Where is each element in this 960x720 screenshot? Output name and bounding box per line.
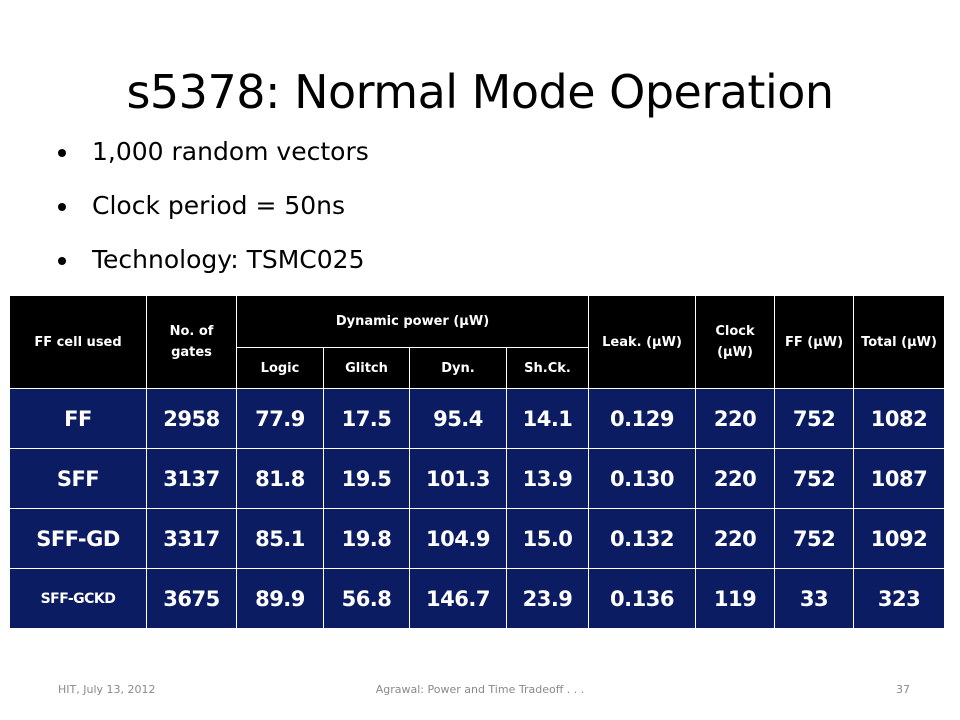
cell-total: 1087 bbox=[853, 448, 946, 509]
header-ff: FF (µW) bbox=[774, 295, 855, 389]
cell-clock: 220 bbox=[695, 388, 776, 449]
table-row: FF 2958 77.9 17.5 95.4 14.1 0.129 220 75… bbox=[9, 388, 946, 449]
bullet-item: 1,000 random vectors bbox=[58, 138, 369, 165]
cell-total: 1082 bbox=[853, 388, 946, 449]
bullet-text: 1,000 random vectors bbox=[92, 137, 369, 166]
cell-dyn: 95.4 bbox=[409, 388, 507, 449]
cell-leak: 0.129 bbox=[588, 388, 697, 449]
cell-shck: 13.9 bbox=[505, 448, 590, 509]
header-total: Total (µW) bbox=[853, 295, 946, 389]
cell-gates: 2958 bbox=[146, 388, 237, 449]
power-table: FF cell used No. of gates Dynamic power … bbox=[9, 295, 946, 629]
slide-title: s5378: Normal Mode Operation bbox=[126, 65, 834, 119]
cell-logic: 81.8 bbox=[236, 448, 324, 509]
bullet-dot-icon bbox=[58, 257, 66, 265]
header-gates: No. of gates bbox=[146, 295, 237, 389]
cell-glitch: 19.8 bbox=[323, 508, 410, 569]
cell-ff-cell: SFF bbox=[9, 448, 147, 509]
cell-leak: 0.136 bbox=[588, 568, 697, 629]
header-shck: Sh.Ck. bbox=[505, 347, 590, 389]
cell-ff: 752 bbox=[774, 448, 855, 509]
cell-clock: 119 bbox=[695, 568, 776, 629]
cell-ff: 752 bbox=[774, 388, 855, 449]
footer-date: HIT, July 13, 2012 bbox=[58, 683, 156, 696]
header-ff-cell: FF cell used bbox=[9, 295, 147, 389]
cell-gates: 3675 bbox=[146, 568, 237, 629]
cell-shck: 23.9 bbox=[505, 568, 590, 629]
cell-glitch: 17.5 bbox=[323, 388, 410, 449]
table-row: SFF-GD 3317 85.1 19.8 104.9 15.0 0.132 2… bbox=[9, 508, 946, 569]
bullet-dot-icon bbox=[58, 203, 66, 211]
cell-leak: 0.130 bbox=[588, 448, 697, 509]
bullet-item: Clock period = 50ns bbox=[58, 192, 369, 219]
cell-ff-cell: SFF-GCKD bbox=[9, 568, 147, 629]
cell-logic: 89.9 bbox=[236, 568, 324, 629]
bullet-list: 1,000 random vectors Clock period = 50ns… bbox=[58, 138, 369, 300]
header-dyn: Dyn. bbox=[409, 347, 507, 389]
bullet-text: Technology: TSMC025 bbox=[92, 245, 365, 274]
cell-leak: 0.132 bbox=[588, 508, 697, 569]
cell-shck: 14.1 bbox=[505, 388, 590, 449]
header-glitch: Glitch bbox=[323, 347, 410, 389]
cell-gates: 3317 bbox=[146, 508, 237, 569]
cell-clock: 220 bbox=[695, 508, 776, 569]
cell-total: 323 bbox=[853, 568, 946, 629]
cell-gates: 3137 bbox=[146, 448, 237, 509]
cell-glitch: 56.8 bbox=[323, 568, 410, 629]
table-row: SFF-GCKD 3675 89.9 56.8 146.7 23.9 0.136… bbox=[9, 568, 946, 629]
cell-dyn: 104.9 bbox=[409, 508, 507, 569]
cell-shck: 15.0 bbox=[505, 508, 590, 569]
cell-glitch: 19.5 bbox=[323, 448, 410, 509]
cell-dyn: 101.3 bbox=[409, 448, 507, 509]
cell-ff: 752 bbox=[774, 508, 855, 569]
bullet-dot-icon bbox=[58, 149, 66, 157]
bullet-item: Technology: TSMC025 bbox=[58, 246, 369, 273]
cell-clock: 220 bbox=[695, 448, 776, 509]
bullet-text: Clock period = 50ns bbox=[92, 191, 346, 220]
cell-logic: 77.9 bbox=[236, 388, 324, 449]
cell-ff-cell: FF bbox=[9, 388, 147, 449]
cell-ff-cell: SFF-GD bbox=[9, 508, 147, 569]
cell-ff: 33 bbox=[774, 568, 855, 629]
page-number: 37 bbox=[896, 683, 910, 696]
header-leak: Leak. (µW) bbox=[588, 295, 697, 389]
header-clock: Clock (µW) bbox=[695, 295, 776, 389]
footer-title: Agrawal: Power and Time Tradeoff . . . bbox=[375, 683, 585, 696]
table-row: SFF 3137 81.8 19.5 101.3 13.9 0.130 220 … bbox=[9, 448, 946, 509]
header-logic: Logic bbox=[236, 347, 324, 389]
cell-logic: 85.1 bbox=[236, 508, 324, 569]
cell-dyn: 146.7 bbox=[409, 568, 507, 629]
header-dynamic-power: Dynamic power (µW) bbox=[235, 295, 590, 348]
cell-total: 1092 bbox=[853, 508, 946, 569]
